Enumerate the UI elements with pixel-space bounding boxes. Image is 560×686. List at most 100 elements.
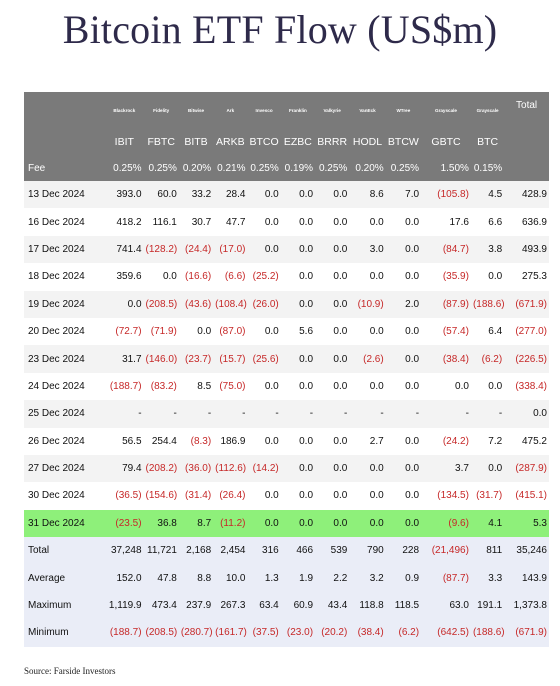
- stat-cell: 2.2: [315, 564, 350, 592]
- flow-cell: 0.0: [349, 454, 386, 483]
- row-date: 17 Dec 2024: [24, 235, 106, 264]
- flow-cell: (25.2): [247, 263, 281, 291]
- flow-cell: (338.4): [504, 372, 549, 401]
- table-row: 30 Dec 2024 (36.5) (154.6) (31.4) (26.4) 0.0 0…: [24, 482, 549, 510]
- flow-cell: (16.6): [178, 263, 214, 291]
- flow-cell: 636.9: [504, 208, 549, 236]
- flow-cell: 17.6: [421, 208, 471, 236]
- row-date: 16 Dec 2024: [24, 208, 106, 236]
- flow-cell: 0.0: [280, 372, 316, 401]
- flow-cell: (25.6): [247, 345, 281, 373]
- flow-cell: 0.0: [385, 235, 422, 264]
- stat-cell: 35,246: [504, 537, 549, 565]
- fee-cell: 0.15%: [470, 155, 505, 181]
- flow-cell: 186.9: [213, 427, 248, 455]
- flow-cell: 0.0: [315, 509, 350, 538]
- table-row: 13 Dec 2024 393.0 60.0 33.2 28.4 0.0 0.0 0.0 8.6…: [24, 181, 549, 209]
- flow-cell: 0.0: [315, 427, 350, 455]
- table-row: 17 Dec 2024 741.4 (128.2) (24.4) (17.0) 0.0 0.…: [24, 235, 549, 264]
- issuer-header: WTree: [385, 92, 422, 129]
- flow-cell: 6.6: [470, 208, 505, 236]
- fee-cell: 0.25%: [315, 155, 350, 181]
- row-date: 24 Dec 2024: [24, 372, 106, 401]
- flow-cell: 6.4: [470, 317, 505, 346]
- flow-cell: 475.2: [504, 427, 549, 455]
- stat-cell: 1,119.9: [105, 591, 144, 620]
- flow-cell: (287.9): [504, 454, 549, 483]
- flow-cell: (57.4): [421, 317, 471, 346]
- flow-cell: (31.7): [470, 482, 505, 510]
- ticker-total-blank: [504, 129, 549, 155]
- flow-cell: -: [385, 400, 422, 428]
- flow-cell: 0.0: [385, 482, 422, 510]
- issuer-header: Valkyrie: [315, 92, 350, 129]
- stat-cell: 539: [315, 537, 350, 565]
- fee-cell: 0.20%: [349, 155, 386, 181]
- ticker-header: EZBC: [280, 129, 316, 155]
- row-date: 13 Dec 2024: [24, 181, 106, 209]
- flow-cell: 0.0: [247, 317, 281, 346]
- stat-cell: (280.7): [178, 619, 214, 647]
- issuer-header: Franklin: [280, 92, 316, 129]
- stat-cell: (21,496): [421, 537, 471, 565]
- table-row: 16 Dec 2024 418.2 116.1 30.7 47.7 0.0 0.0 0.0 0.…: [24, 208, 549, 236]
- row-date: 26 Dec 2024: [24, 427, 106, 455]
- stat-cell: 473.4: [143, 591, 179, 620]
- source-note: Source: Farside Investors: [24, 666, 116, 676]
- flow-cell: (188.7): [105, 372, 144, 401]
- flow-cell: (277.0): [504, 317, 549, 346]
- stat-cell: (188.6): [470, 619, 505, 647]
- flow-cell: (6.6): [213, 263, 248, 291]
- flow-cell: 0.0: [247, 427, 281, 455]
- flow-cell: 0.0: [247, 208, 281, 236]
- issuer-header: Blackrock: [105, 92, 144, 129]
- table-row: 24 Dec 2024 (188.7) (83.2) 8.5 (75.0) 0.0 0.0 0…: [24, 372, 549, 401]
- stat-cell: 3.2: [349, 564, 386, 592]
- flow-cell: (134.5): [421, 482, 471, 510]
- flow-cell: 0.0: [315, 454, 350, 483]
- stat-cell: 118.8: [349, 591, 386, 620]
- flow-cell: (17.0): [213, 235, 248, 264]
- stat-row: Average 152.0 47.8 8.8 10.0 1.3 1.9 2.2 3.2 0.9 (8…: [24, 564, 549, 592]
- flow-cell: 5.6: [280, 317, 316, 346]
- fee-cell: 0.25%: [105, 155, 144, 181]
- stat-cell: (671.9): [504, 619, 549, 647]
- table-row: 31 Dec 2024 (23.5) 36.8 8.7 (11.2) 0.0 0.0 0.0 0…: [24, 509, 549, 538]
- ticker-header: ARKB: [213, 129, 248, 155]
- stat-cell: 316: [247, 537, 281, 565]
- flow-cell: 393.0: [105, 181, 144, 209]
- stat-cell: 43.4: [315, 591, 350, 620]
- flow-cell: -: [349, 400, 386, 428]
- stat-cell: 0.9: [385, 564, 422, 592]
- stat-cell: 237.9: [178, 591, 214, 620]
- stat-cell: (188.7): [105, 619, 144, 647]
- flow-cell: 741.4: [105, 235, 144, 264]
- ticker-corner: [24, 129, 106, 155]
- flow-cell: 4.1: [470, 509, 505, 538]
- stat-cell: 466: [280, 537, 316, 565]
- flow-cell: -: [105, 400, 144, 428]
- flow-cell: 0.0: [315, 208, 350, 236]
- ticker-header: FBTC: [143, 129, 179, 155]
- flow-cell: 0.0: [280, 181, 316, 209]
- flow-cell: 0.0: [349, 208, 386, 236]
- flow-cell: 0.0: [385, 427, 422, 455]
- stat-cell: 1,373.8: [504, 591, 549, 620]
- stat-cell: 118.5: [385, 591, 422, 620]
- ticker-header: IBIT: [105, 129, 144, 155]
- flow-cell: (26.4): [213, 482, 248, 510]
- row-date: 25 Dec 2024: [24, 400, 106, 428]
- stat-cell: 143.9: [504, 564, 549, 592]
- stat-cell: 63.4: [247, 591, 281, 620]
- ticker-header: BITB: [178, 129, 214, 155]
- fee-cell: 0.20%: [178, 155, 214, 181]
- flow-cell: 0.0: [247, 235, 281, 264]
- flow-cell: 493.9: [504, 235, 549, 264]
- flow-cell: (36.5): [105, 482, 144, 510]
- flow-cell: (75.0): [213, 372, 248, 401]
- flow-cell: (72.7): [105, 317, 144, 346]
- stat-cell: 3.3: [470, 564, 505, 592]
- flow-cell: 0.0: [315, 482, 350, 510]
- header-corner: [24, 92, 106, 129]
- flow-cell: 0.0: [315, 235, 350, 264]
